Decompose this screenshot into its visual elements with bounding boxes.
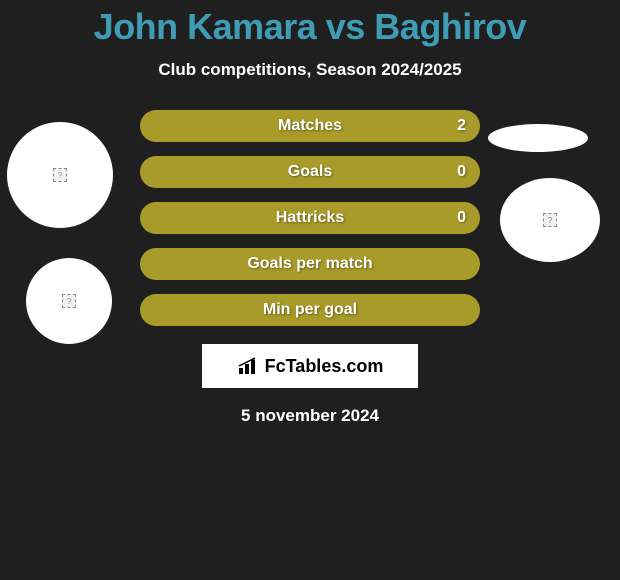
- decorative-ellipse-right: [488, 124, 588, 152]
- player-avatar-left-1: ?: [7, 122, 113, 228]
- stat-label: Hattricks: [276, 209, 344, 227]
- comparison-title: John Kamara vs Baghirov: [0, 0, 620, 48]
- stat-bar-hattricks: Hattricks 0: [140, 202, 480, 234]
- stat-value: 2: [457, 117, 466, 135]
- player-avatar-left-2: ?: [26, 258, 112, 344]
- broken-image-icon: ?: [62, 294, 76, 308]
- stat-bar-goals: Goals 0: [140, 156, 480, 188]
- comparison-subtitle: Club competitions, Season 2024/2025: [0, 60, 620, 80]
- broken-image-icon: ?: [543, 213, 557, 227]
- attribution-text: FcTables.com: [265, 356, 384, 377]
- stat-bar-matches: Matches 2: [140, 110, 480, 142]
- stat-value: 0: [457, 209, 466, 227]
- snapshot-date: 5 november 2024: [0, 406, 620, 426]
- stat-bar-min-per-goal: Min per goal: [140, 294, 480, 326]
- player-avatar-right: ?: [500, 178, 600, 262]
- stat-label: Goals per match: [247, 255, 372, 273]
- stat-value: 0: [457, 163, 466, 181]
- stat-label: Min per goal: [263, 301, 357, 319]
- stat-label: Matches: [278, 117, 342, 135]
- stat-bar-goals-per-match: Goals per match: [140, 248, 480, 280]
- attribution-badge: FcTables.com: [202, 344, 418, 388]
- stat-label: Goals: [288, 163, 332, 181]
- chart-icon: [237, 356, 261, 376]
- broken-image-icon: ?: [53, 168, 67, 182]
